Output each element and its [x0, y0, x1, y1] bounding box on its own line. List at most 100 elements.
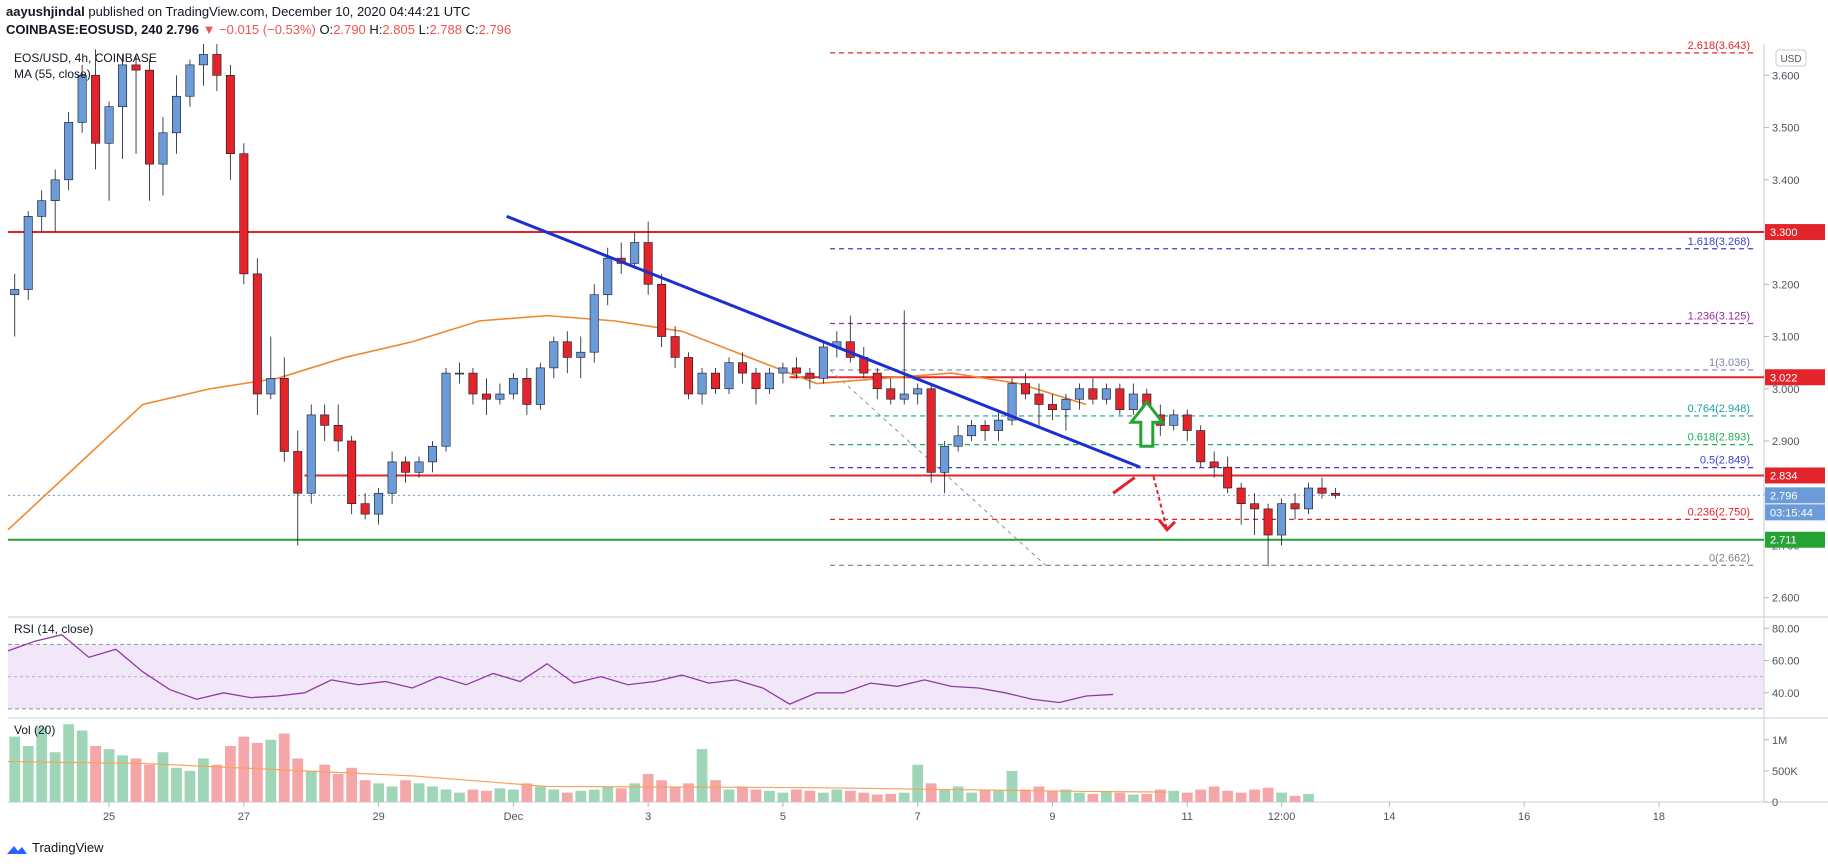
currency-badge[interactable] [1775, 49, 1807, 67]
candle-body[interactable] [495, 393, 505, 400]
candle-body[interactable] [347, 440, 357, 504]
candle-body[interactable] [1317, 487, 1327, 494]
candle-body[interactable] [805, 372, 815, 379]
candle-body[interactable] [549, 341, 559, 369]
candle-body[interactable] [1021, 383, 1030, 395]
candle-body[interactable] [481, 393, 491, 400]
candle-body[interactable] [333, 425, 343, 442]
candle-body[interactable] [428, 445, 438, 463]
candle-body[interactable] [10, 289, 20, 296]
candle-body[interactable] [724, 362, 734, 390]
candle-body[interactable] [279, 378, 289, 452]
candle-body[interactable] [980, 425, 990, 431]
candle-body[interactable] [603, 257, 613, 296]
candle-body[interactable] [967, 425, 977, 437]
candle-body[interactable] [1304, 487, 1314, 510]
candle-body[interactable] [171, 95, 181, 134]
candle-body[interactable] [1290, 503, 1300, 510]
candle-body[interactable] [899, 393, 909, 400]
candle-body[interactable] [185, 64, 195, 97]
candle-body[interactable] [37, 200, 47, 217]
candle-body[interactable] [1330, 492, 1340, 496]
volume-bar [507, 789, 519, 802]
candle-body[interactable] [953, 435, 963, 447]
candle-body[interactable] [145, 69, 154, 165]
candle-body[interactable] [711, 372, 721, 390]
candle-body[interactable] [198, 54, 208, 66]
candle-body[interactable] [64, 122, 74, 181]
candle-body[interactable] [212, 54, 222, 76]
candle-body[interactable] [1182, 414, 1192, 431]
candle-body[interactable] [670, 336, 680, 358]
candle-body[interactable] [508, 378, 518, 395]
candle-body[interactable] [562, 341, 572, 358]
candle-body[interactable] [158, 132, 168, 165]
candle-body[interactable] [926, 388, 936, 473]
candle-body[interactable] [1250, 503, 1260, 510]
candle-body[interactable] [535, 367, 545, 405]
candle-body[interactable] [252, 273, 262, 395]
candle-body[interactable] [50, 179, 60, 202]
candle-body[interactable] [1209, 461, 1219, 468]
candle-body[interactable] [576, 351, 586, 358]
candle-body[interactable] [118, 64, 128, 107]
candle-body[interactable] [764, 372, 774, 390]
candle-body[interactable] [751, 372, 761, 390]
candle-body[interactable] [104, 106, 114, 144]
candle-body[interactable] [791, 367, 801, 374]
candle-body[interactable] [468, 372, 478, 395]
candle-body[interactable] [1128, 393, 1138, 410]
candle-body[interactable] [266, 378, 276, 395]
candle-body[interactable] [522, 378, 532, 405]
candle-body[interactable] [589, 294, 599, 353]
candle-body[interactable] [239, 153, 249, 275]
candle-body[interactable] [454, 372, 464, 375]
candle-body[interactable] [320, 414, 330, 426]
candle-body[interactable] [697, 372, 707, 395]
candle-body[interactable] [778, 367, 788, 374]
candle-body[interactable] [1061, 398, 1071, 410]
candle-body[interactable] [387, 461, 397, 494]
candle-body[interactable] [1169, 414, 1179, 426]
candle-body[interactable] [913, 388, 923, 395]
candle-body[interactable] [1263, 508, 1273, 536]
candle-body[interactable] [1101, 388, 1111, 400]
candle-body[interactable] [1088, 388, 1098, 400]
candle-body[interactable] [1034, 393, 1044, 405]
candle-body[interactable] [818, 346, 828, 379]
candle-body[interactable] [886, 388, 896, 400]
candle-body[interactable] [77, 75, 87, 123]
candle-body[interactable] [306, 414, 316, 494]
candle-body[interactable] [872, 372, 882, 390]
candle-body[interactable] [1007, 383, 1017, 421]
candle-body[interactable] [131, 64, 141, 71]
bearish-trendline[interactable] [506, 214, 1141, 469]
candle-body[interactable] [684, 357, 694, 395]
candle-body[interactable] [940, 445, 950, 473]
candle-body[interactable] [401, 461, 411, 473]
candle-body[interactable] [225, 75, 235, 154]
candle-body[interactable] [657, 283, 667, 337]
candle-body[interactable] [360, 503, 370, 515]
candle-body[interactable] [1047, 404, 1057, 410]
candle-body[interactable] [643, 242, 653, 285]
candle-body[interactable] [441, 372, 451, 447]
author-name[interactable]: aayushjindal [6, 4, 85, 19]
candle-body[interactable] [1115, 388, 1125, 410]
candle-body[interactable] [23, 216, 33, 290]
candle-body[interactable] [1196, 430, 1206, 463]
candle-body[interactable] [91, 75, 101, 144]
candle-body[interactable] [1277, 503, 1287, 536]
footer-brand[interactable]: TradingView [6, 840, 104, 855]
candle-body[interactable] [414, 461, 424, 473]
candle-body[interactable] [630, 242, 640, 264]
candle-body[interactable] [738, 362, 747, 374]
candle-body[interactable] [1223, 466, 1233, 489]
publish-line: aayushjindal published on TradingView.co… [6, 4, 470, 19]
candle-body[interactable] [1074, 388, 1084, 400]
candle-body[interactable] [374, 492, 384, 515]
candle-body[interactable] [994, 419, 1004, 431]
candle-body[interactable] [1236, 487, 1246, 504]
candle-body[interactable] [293, 451, 303, 494]
